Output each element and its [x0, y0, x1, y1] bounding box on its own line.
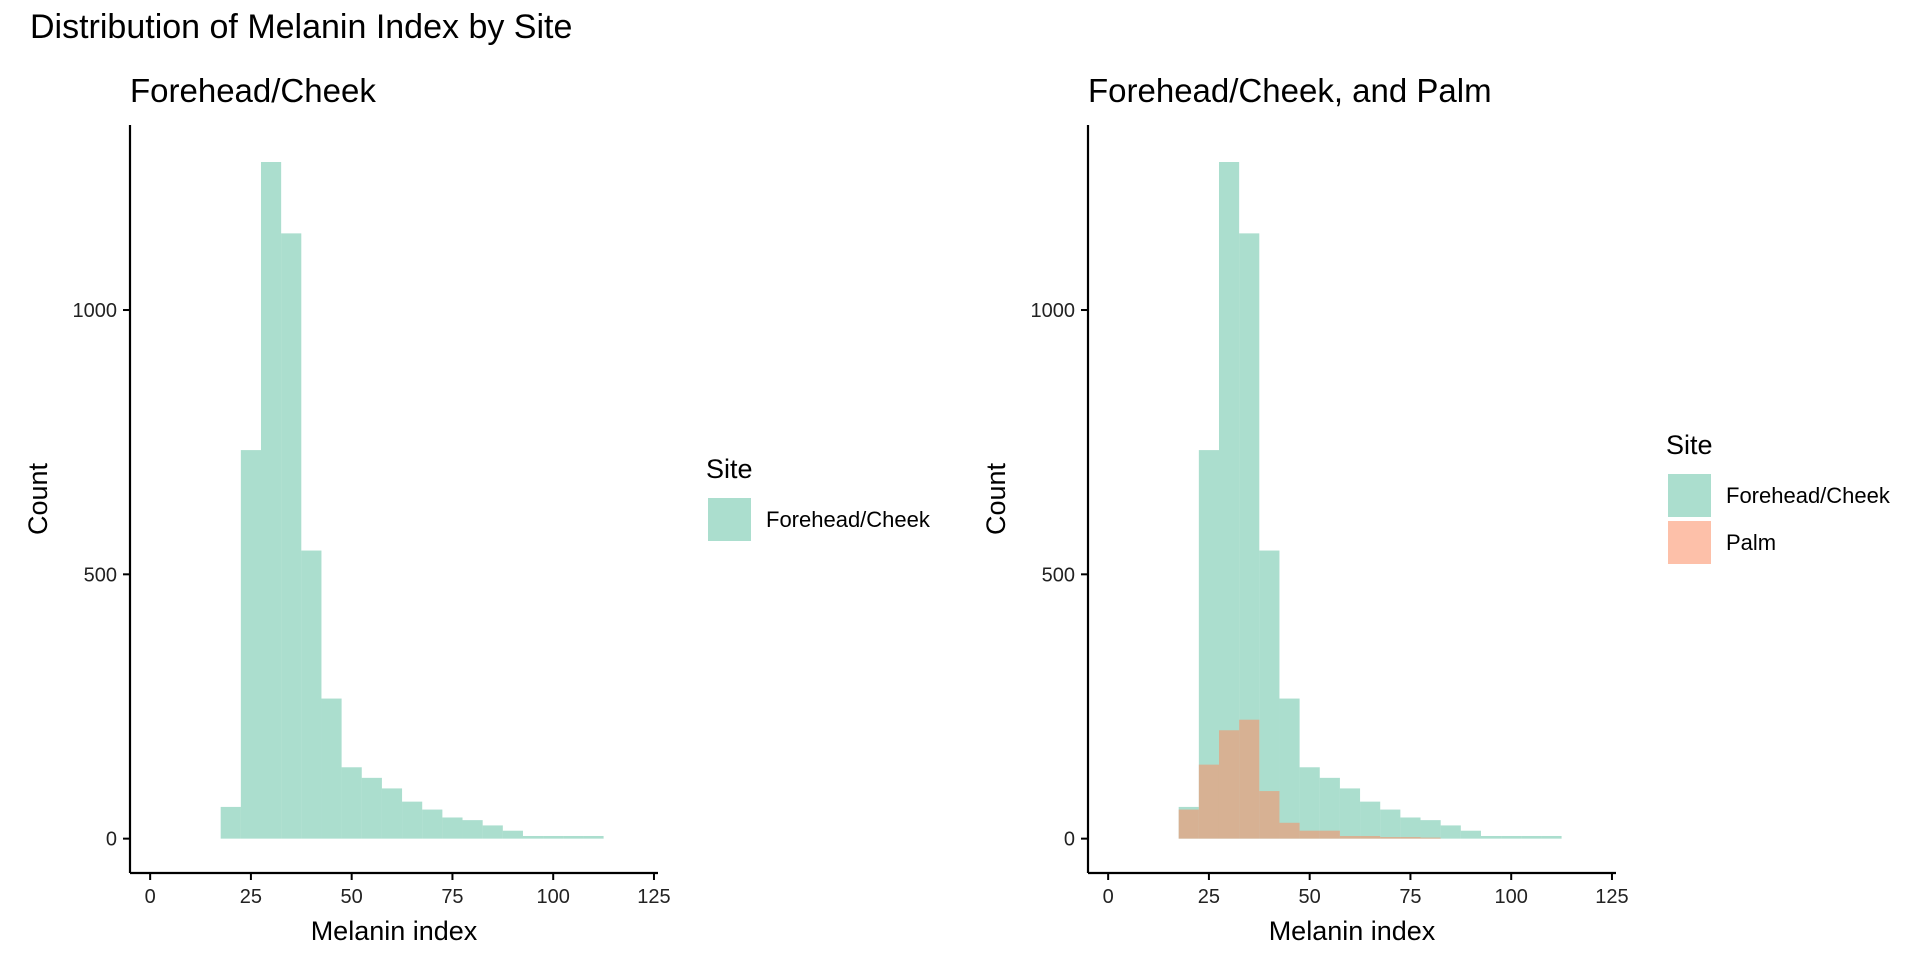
bar-forehead-cheek-8 — [381, 788, 403, 839]
bar-palm-12 — [1420, 837, 1441, 839]
panel-title: Forehead/Cheek, and Palm — [1088, 72, 1492, 109]
bar-forehead-cheek-11 — [1400, 817, 1421, 839]
bar-palm-9 — [1360, 835, 1381, 839]
legend-label: Forehead/Cheek — [766, 507, 931, 532]
y-tick-label: 500 — [84, 564, 117, 586]
x-axis-label: Melanin index — [1269, 916, 1436, 946]
bar-palm-6 — [1299, 830, 1320, 839]
bar-palm-8 — [1339, 835, 1361, 839]
x-tick-label: 50 — [1299, 886, 1321, 908]
legend-label: Palm — [1726, 530, 1776, 555]
bar-forehead-cheek-4 — [1259, 550, 1280, 839]
bar-forehead-cheek-17 — [1521, 835, 1542, 839]
bar-forehead-cheek-14 — [1460, 830, 1481, 839]
bar-forehead-cheek-10 — [1380, 809, 1401, 839]
x-axis-label: Melanin index — [311, 916, 478, 946]
bar-forehead-cheek-1 — [1198, 450, 1219, 839]
figure-title: Distribution of Melanin Index by Site — [30, 8, 573, 46]
x-tick-label: 75 — [1399, 886, 1421, 908]
bar-palm-1 — [1198, 764, 1219, 839]
legend-key-forehead-cheek — [708, 498, 751, 541]
x-tick-label: 25 — [1198, 886, 1220, 908]
bar-palm-3 — [1239, 719, 1260, 839]
x-tick-label: 75 — [441, 886, 463, 908]
bar-forehead-cheek-18 — [1541, 835, 1562, 839]
histogram-bars — [220, 162, 604, 839]
bar-palm-0 — [1178, 809, 1199, 839]
bar-forehead-cheek-18 — [583, 835, 604, 839]
bar-forehead-cheek-17 — [563, 835, 584, 839]
bar-forehead-cheek-13 — [1440, 825, 1461, 839]
bar-palm-4 — [1259, 791, 1280, 839]
bar-forehead-cheek-15 — [522, 835, 544, 839]
y-tick-label: 0 — [1064, 829, 1075, 851]
legend-title: Site — [1666, 430, 1713, 460]
bar-forehead-cheek-3 — [281, 233, 302, 839]
bar-forehead-cheek-5 — [1279, 698, 1300, 839]
chart-panel-2: Forehead/Cheek, and Palm 0 25 50 75 100 125 0 50… — [981, 72, 1891, 946]
bar-palm-7 — [1319, 830, 1340, 839]
bar-forehead-cheek-7 — [361, 777, 382, 839]
x-tick-label: 100 — [537, 886, 570, 908]
bar-forehead-cheek-2 — [260, 162, 282, 839]
bar-forehead-cheek-16 — [1501, 835, 1522, 839]
bar-palm-10 — [1380, 837, 1401, 839]
x-tick-label: 50 — [341, 886, 363, 908]
bar-forehead-cheek-6 — [1299, 767, 1320, 839]
bar-forehead-cheek-3 — [1239, 233, 1260, 839]
bar-forehead-cheek-9 — [1360, 801, 1381, 839]
bar-palm-5 — [1279, 822, 1300, 839]
bar-palm-11 — [1400, 837, 1421, 839]
y-tick-label: 1000 — [1031, 300, 1076, 322]
bar-forehead-cheek-16 — [543, 835, 564, 839]
y-tick-label: 500 — [1042, 564, 1075, 586]
legend-key-palm — [1668, 521, 1711, 564]
x-tick-label: 25 — [240, 886, 262, 908]
bar-forehead-cheek-1 — [240, 450, 261, 839]
legend: Site Forehead/Cheek — [706, 454, 931, 541]
bar-forehead-cheek-12 — [1420, 820, 1441, 839]
bar-forehead-cheek-10 — [422, 809, 443, 839]
x-tick-label: 0 — [145, 886, 156, 908]
y-axis-label: Count — [981, 462, 1011, 535]
bar-forehead-cheek-4 — [301, 550, 322, 839]
bar-forehead-cheek-7 — [1319, 777, 1340, 839]
bar-forehead-cheek-13 — [482, 825, 503, 839]
y-tick-label: 1000 — [73, 300, 118, 322]
y-axis-label: Count — [23, 462, 53, 535]
histogram-bars — [1178, 162, 1562, 839]
bar-forehead-cheek-0 — [220, 806, 241, 839]
legend-label: Forehead/Cheek — [1726, 483, 1891, 508]
bar-forehead-cheek-12 — [462, 820, 483, 839]
bar-forehead-cheek-14 — [502, 830, 523, 839]
x-tick-label: 125 — [1595, 886, 1628, 908]
bar-forehead-cheek-6 — [341, 767, 362, 839]
bar-forehead-cheek-5 — [321, 698, 342, 839]
chart-panel-1: Forehead/Cheek 0 25 50 75 100 125 0 500 1000 Melan… — [23, 72, 931, 946]
x-tick-label: 0 — [1103, 886, 1114, 908]
bar-forehead-cheek-2 — [1218, 162, 1240, 839]
bar-forehead-cheek-11 — [442, 817, 463, 839]
x-tick-label: 100 — [1495, 886, 1528, 908]
bar-palm-2 — [1218, 730, 1240, 839]
bar-forehead-cheek-8 — [1339, 788, 1361, 839]
panel-title: Forehead/Cheek — [130, 72, 376, 109]
y-tick-label: 0 — [106, 829, 117, 851]
legend: Site Forehead/Cheek Palm — [1666, 430, 1891, 564]
legend-title: Site — [706, 454, 753, 484]
bar-forehead-cheek-15 — [1480, 835, 1502, 839]
x-tick-label: 125 — [637, 886, 670, 908]
legend-key-forehead-cheek — [1668, 474, 1711, 517]
bar-forehead-cheek-9 — [402, 801, 423, 839]
